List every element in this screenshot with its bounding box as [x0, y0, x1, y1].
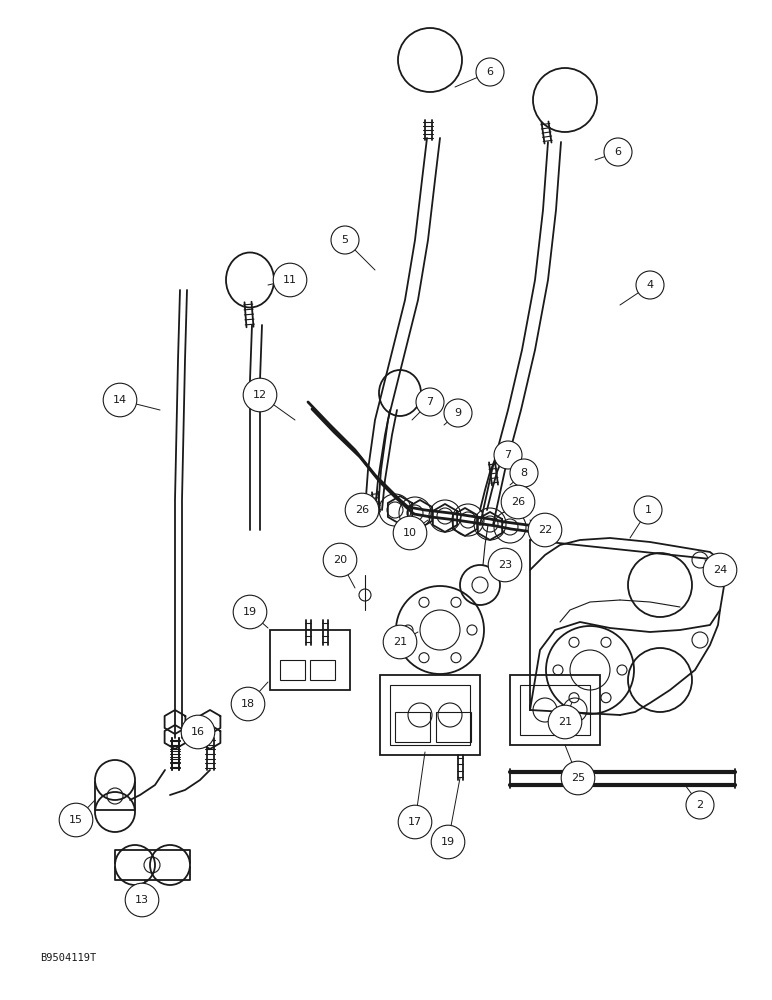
Text: B9504119T: B9504119T	[40, 953, 96, 963]
Circle shape	[703, 553, 736, 587]
Bar	[510, 675, 600, 745]
Text: 12: 12	[253, 390, 267, 400]
Text: 22: 22	[538, 525, 552, 535]
Text: 26: 26	[355, 505, 369, 515]
Bar	[390, 685, 470, 745]
Bar	[436, 712, 471, 742]
Circle shape	[125, 883, 159, 917]
Circle shape	[476, 58, 504, 86]
Circle shape	[488, 548, 522, 582]
Text: 11: 11	[283, 275, 297, 285]
Bar	[280, 660, 305, 680]
Text: 6: 6	[615, 147, 621, 157]
Text: 9: 9	[455, 408, 462, 418]
Bar	[380, 675, 480, 755]
Bar	[270, 630, 350, 690]
Circle shape	[383, 625, 417, 659]
Text: 14: 14	[113, 395, 127, 405]
Circle shape	[548, 705, 582, 739]
Circle shape	[501, 485, 535, 519]
Text: 17: 17	[408, 817, 422, 827]
Circle shape	[604, 138, 632, 166]
Text: 24: 24	[713, 565, 727, 575]
Circle shape	[323, 543, 357, 577]
Text: 13: 13	[135, 895, 149, 905]
Text: 15: 15	[69, 815, 83, 825]
Circle shape	[444, 399, 472, 427]
Circle shape	[345, 493, 379, 527]
Text: 23: 23	[498, 560, 512, 570]
Circle shape	[103, 383, 137, 417]
Circle shape	[331, 226, 359, 254]
Circle shape	[494, 441, 522, 469]
Text: 20: 20	[333, 555, 347, 565]
Text: 18: 18	[241, 699, 255, 709]
Circle shape	[393, 516, 427, 550]
Circle shape	[181, 715, 215, 749]
Circle shape	[243, 378, 277, 412]
Text: 8: 8	[520, 468, 527, 478]
Circle shape	[231, 687, 265, 721]
Circle shape	[510, 459, 538, 487]
Circle shape	[636, 271, 664, 299]
Circle shape	[59, 803, 93, 837]
Circle shape	[686, 791, 714, 819]
Text: 25: 25	[571, 773, 585, 783]
Text: 5: 5	[341, 235, 348, 245]
Circle shape	[561, 761, 594, 795]
Circle shape	[432, 825, 465, 859]
Circle shape	[233, 595, 267, 629]
Text: 21: 21	[393, 637, 407, 647]
Circle shape	[398, 805, 432, 839]
Text: 1: 1	[645, 505, 652, 515]
Circle shape	[528, 513, 562, 547]
Text: 19: 19	[243, 607, 257, 617]
Text: 21: 21	[558, 717, 572, 727]
Text: 19: 19	[441, 837, 455, 847]
Bar	[310, 660, 335, 680]
Text: 10: 10	[403, 528, 417, 538]
Circle shape	[273, 263, 306, 297]
Circle shape	[416, 388, 444, 416]
Text: 2: 2	[696, 800, 703, 810]
Text: 7: 7	[504, 450, 512, 460]
Bar	[520, 685, 590, 735]
Bar	[395, 712, 430, 742]
Text: 6: 6	[486, 67, 493, 77]
Text: 16: 16	[191, 727, 205, 737]
Text: 7: 7	[426, 397, 434, 407]
Circle shape	[634, 496, 662, 524]
Text: 4: 4	[646, 280, 654, 290]
Text: 26: 26	[511, 497, 525, 507]
